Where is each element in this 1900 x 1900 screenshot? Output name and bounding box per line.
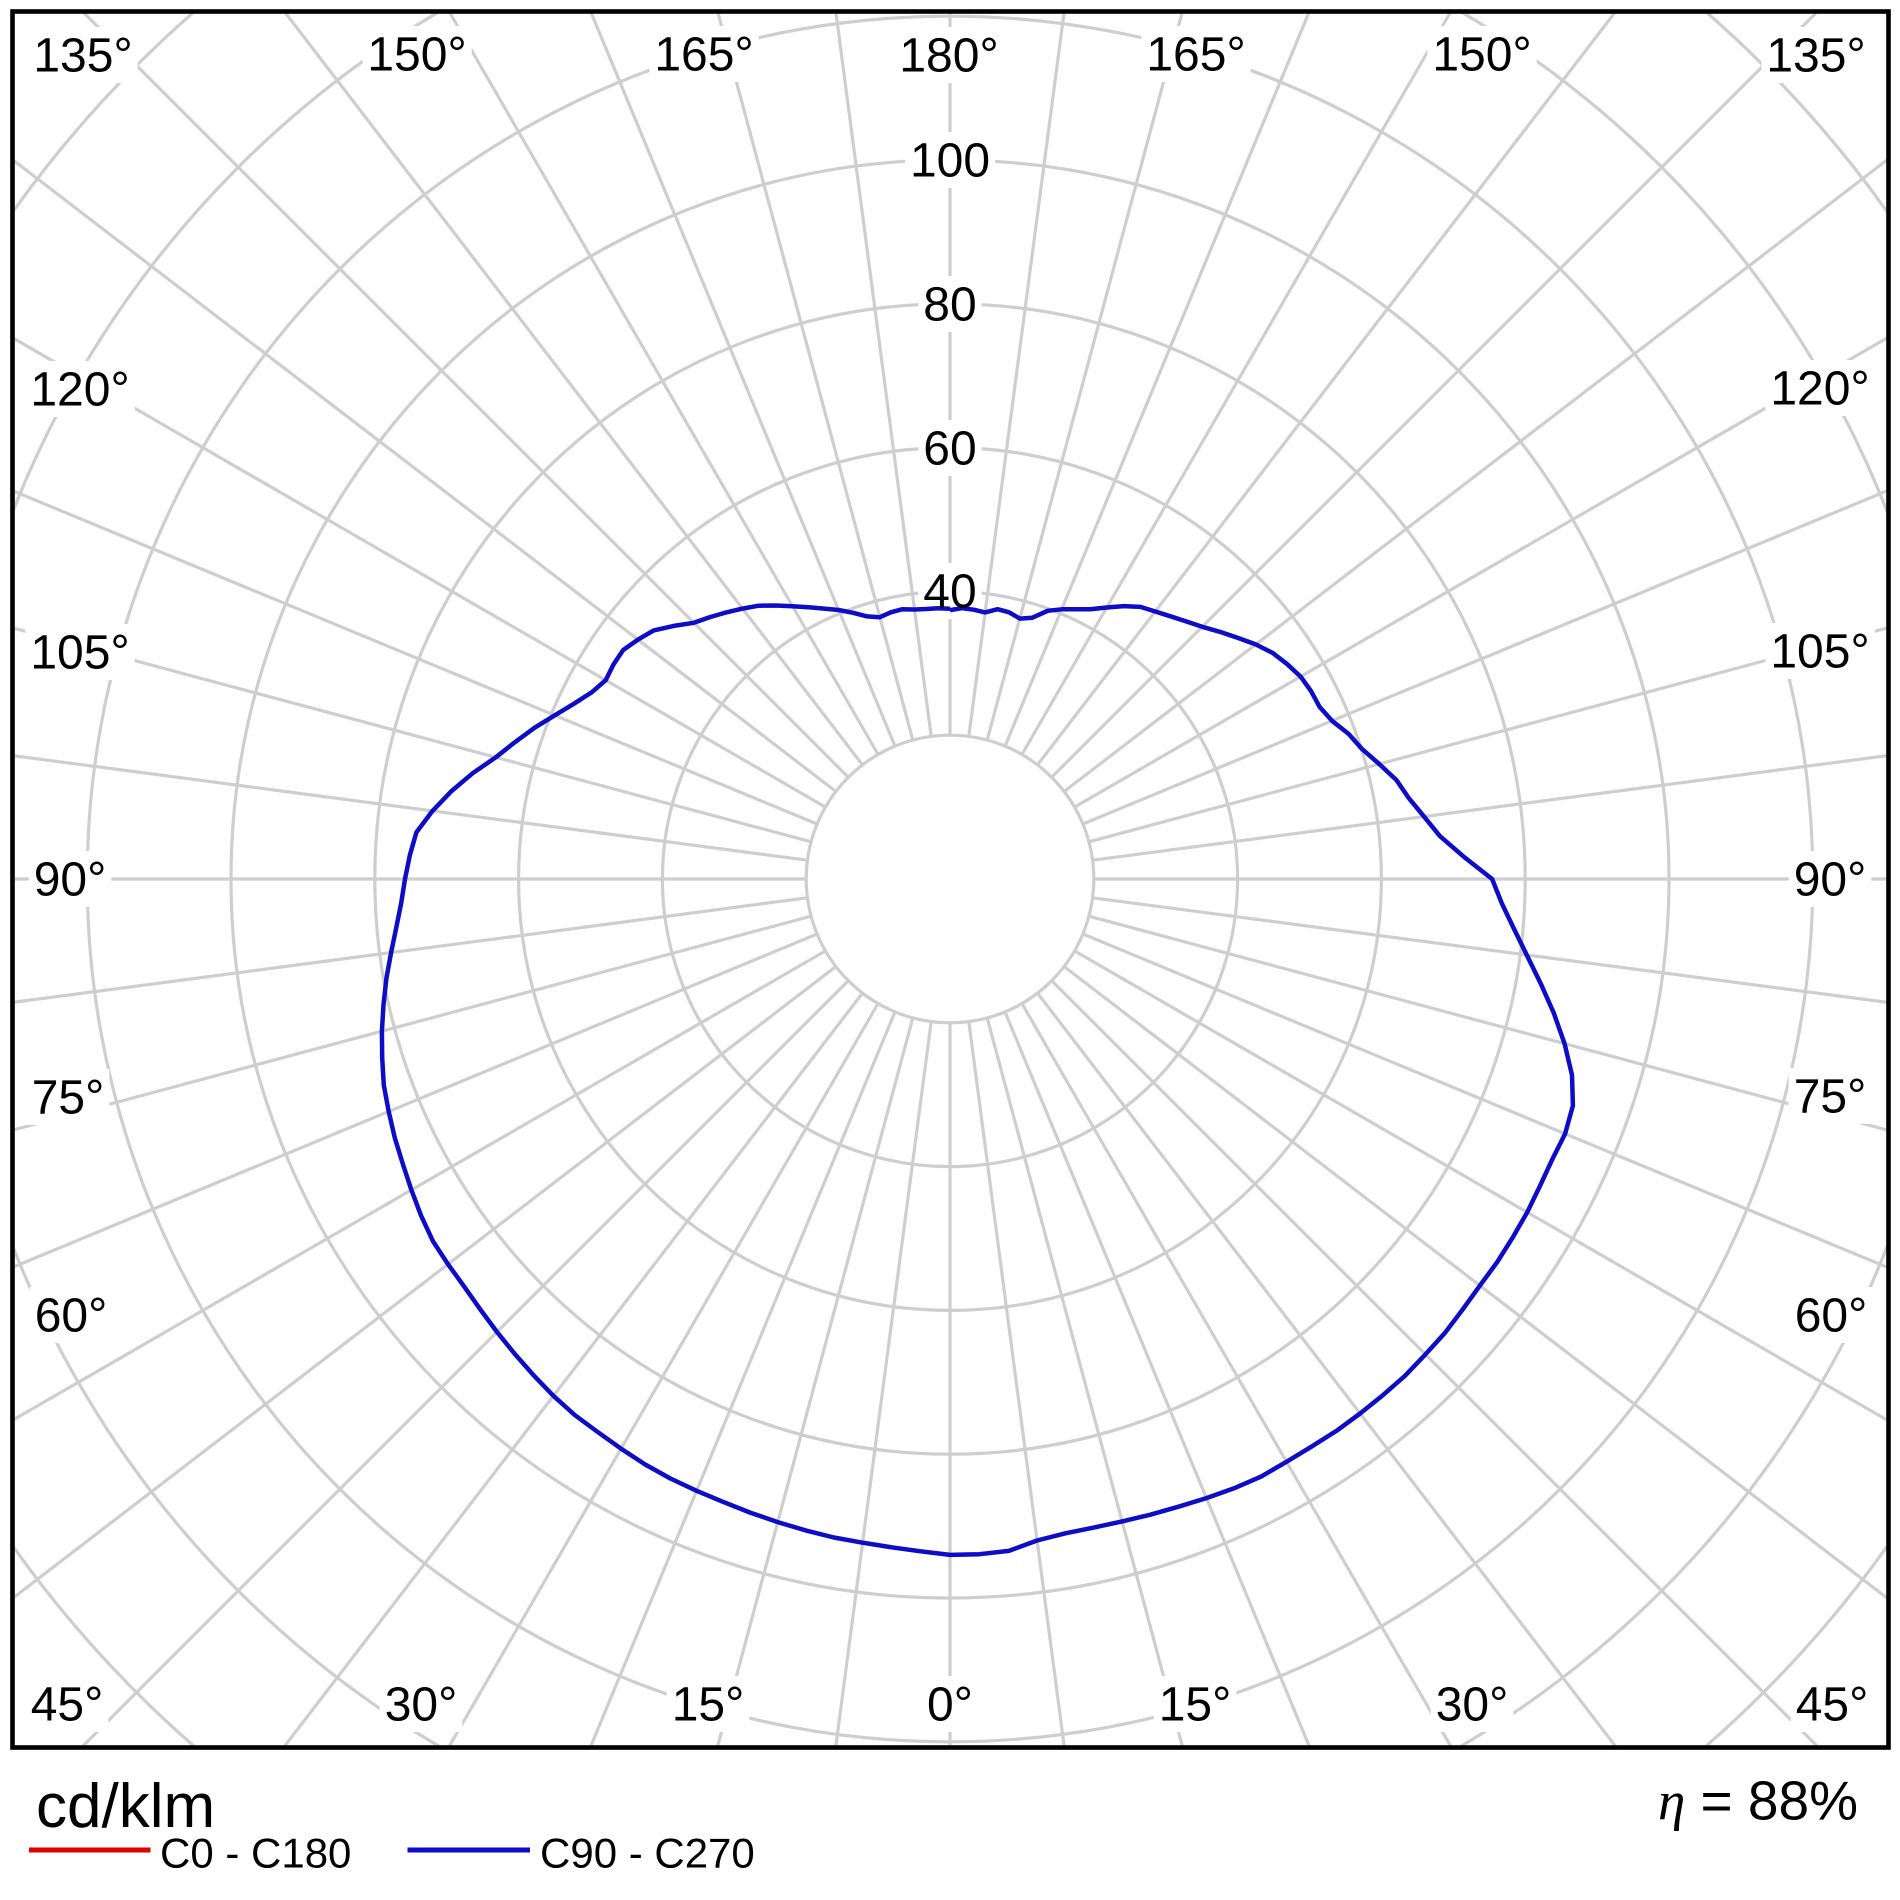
svg-text:40: 40 <box>923 566 976 619</box>
svg-text:135°: 135° <box>1766 30 1865 83</box>
svg-text:45°: 45° <box>31 1679 104 1732</box>
svg-text:90°: 90° <box>34 854 107 907</box>
svg-text:30°: 30° <box>385 1679 458 1732</box>
svg-text:C0 - C180: C0 - C180 <box>160 1830 351 1877</box>
svg-text:0°: 0° <box>927 1679 973 1732</box>
svg-text:150°: 150° <box>1432 29 1531 82</box>
svg-text:75°: 75° <box>1794 1071 1867 1124</box>
svg-text:120°: 120° <box>1770 363 1869 416</box>
svg-text:C90 - C270: C90 - C270 <box>540 1830 755 1877</box>
svg-text:cd/klm: cd/klm <box>36 1772 215 1841</box>
svg-text:80: 80 <box>923 279 976 332</box>
svg-text:60°: 60° <box>35 1290 108 1343</box>
svg-text:165°: 165° <box>654 29 753 82</box>
svg-text:60: 60 <box>923 423 976 476</box>
svg-text:90°: 90° <box>1794 854 1867 907</box>
svg-text:60°: 60° <box>1795 1290 1868 1343</box>
svg-text:15°: 15° <box>1159 1679 1232 1732</box>
svg-text:180°: 180° <box>899 30 998 83</box>
svg-text:105°: 105° <box>30 627 129 680</box>
svg-text:45°: 45° <box>1796 1679 1869 1732</box>
svg-text:150°: 150° <box>367 29 466 82</box>
svg-text:75°: 75° <box>32 1072 105 1125</box>
svg-text:120°: 120° <box>30 364 129 417</box>
svg-text:30°: 30° <box>1436 1679 1509 1732</box>
svg-text:105°: 105° <box>1770 626 1869 679</box>
svg-text:165°: 165° <box>1146 29 1245 82</box>
svg-text:η = 88%: η = 88% <box>1658 1770 1858 1832</box>
svg-text:100: 100 <box>910 135 990 188</box>
svg-text:135°: 135° <box>33 30 132 83</box>
svg-text:15°: 15° <box>672 1679 745 1732</box>
